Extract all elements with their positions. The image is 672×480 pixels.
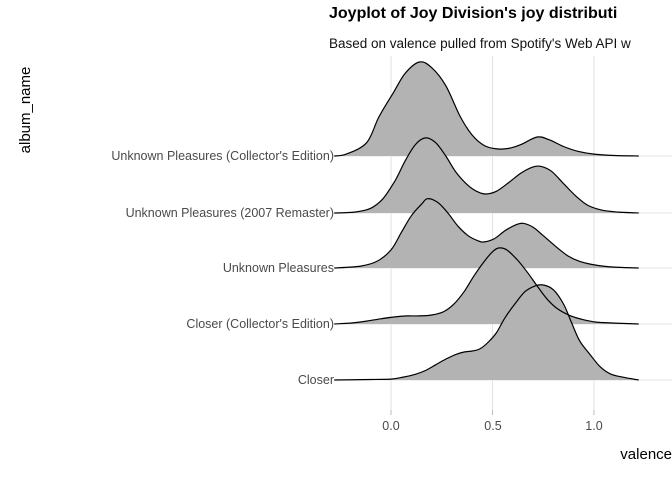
ridge-fill	[334, 61, 639, 156]
y-tick-label-closer: Closer	[297, 373, 334, 387]
x-tick-label-1: 1.0	[585, 419, 603, 433]
x-tick-label-0: 0.0	[382, 419, 400, 433]
y-tick-label-unknown-pleasures-collectors-edition: Unknown Pleasures (Collector's Edition)	[111, 149, 334, 163]
ridge-fill	[334, 284, 639, 380]
y-tick-label-unknown-pleasures: Unknown Pleasures	[222, 261, 334, 275]
ridge-fill	[334, 198, 639, 268]
plot-subtitle: Based on valence pulled from Spotify's W…	[329, 36, 631, 51]
x-axis-title: valence	[620, 446, 672, 463]
ridge-outline	[334, 284, 639, 381]
ridge-outline	[334, 61, 639, 157]
y-tick-label-closer-collectors-edition: Closer (Collector's Edition)	[186, 317, 334, 331]
ridge-fill	[334, 137, 639, 213]
ridge-fill	[334, 247, 639, 324]
ridge-outline	[334, 198, 639, 269]
y-tick-label-unknown-pleasures-2007-remaster: Unknown Pleasures (2007 Remaster)	[125, 206, 334, 220]
plot-title: Joyplot of Joy Division's joy distributi	[329, 5, 618, 22]
x-tick-label-05: 0.5	[484, 419, 502, 433]
ridge-outline	[334, 137, 639, 214]
